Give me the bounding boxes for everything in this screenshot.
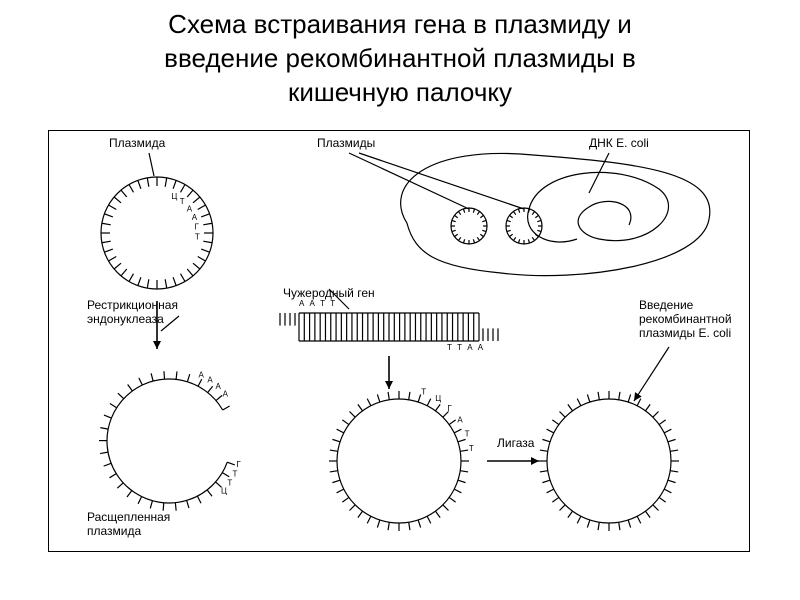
svg-text:Т: Т bbox=[465, 429, 470, 438]
label-plasmid: Плазмида bbox=[109, 137, 165, 151]
svg-text:А: А bbox=[198, 370, 204, 379]
gene-letters-top: А А Т Т bbox=[299, 299, 337, 308]
label-cleaved: Расщепленная bbox=[87, 511, 170, 525]
svg-text:А: А bbox=[207, 376, 213, 385]
title-line: Схема встраивания гена в плазмиду и bbox=[0, 8, 800, 42]
svg-text:Т: Т bbox=[233, 469, 238, 478]
label-intro-2: рекомбинантной bbox=[639, 313, 732, 327]
svg-text:А: А bbox=[187, 204, 193, 213]
label-ecoli-dna: ДНК E. coli bbox=[589, 137, 649, 151]
svg-text:Г: Г bbox=[447, 404, 452, 413]
diagram-svg: ЦТААГТГТТЦААААТЦГАТТ bbox=[49, 131, 749, 551]
svg-text:Т: Т bbox=[421, 387, 426, 396]
svg-text:Ц: Ц bbox=[171, 192, 177, 201]
svg-text:А: А bbox=[457, 416, 463, 425]
label-intro-3: плазмиды E. coli bbox=[639, 327, 731, 341]
label-restriction: Рестрикционная bbox=[87, 299, 178, 313]
svg-text:Ц: Ц bbox=[221, 487, 227, 496]
svg-text:Ц: Ц bbox=[435, 394, 441, 403]
svg-text:Т: Т bbox=[469, 444, 474, 453]
label-plasmids: Плазмиды bbox=[317, 137, 375, 151]
label-intro-1: Введение bbox=[639, 299, 693, 313]
page-title: Схема встраивания гена в плазмиду и введ… bbox=[0, 0, 800, 109]
diagram-frame: ЦТААГТГТТЦААААТЦГАТТ Плазмида Плазмиды Д… bbox=[48, 130, 750, 552]
label-ligase: Лигаза bbox=[497, 437, 534, 451]
svg-text:Т: Т bbox=[180, 197, 185, 206]
title-line: введение рекомбинантной плазмиды в bbox=[0, 42, 800, 76]
svg-text:Г: Г bbox=[194, 223, 199, 232]
svg-text:Т: Т bbox=[195, 233, 200, 242]
svg-text:А: А bbox=[192, 213, 198, 222]
label-endonuclease: эндонуклеаза bbox=[87, 313, 164, 327]
svg-text:А: А bbox=[223, 389, 229, 398]
gene-letters-bot: Т Т А А bbox=[447, 343, 485, 352]
title-line: кишечную палочку bbox=[0, 76, 800, 110]
label-plasmid-word: плазмида bbox=[87, 525, 141, 539]
svg-text:Т: Т bbox=[227, 478, 232, 487]
svg-text:Г: Г bbox=[236, 460, 241, 469]
svg-text:А: А bbox=[216, 382, 222, 391]
